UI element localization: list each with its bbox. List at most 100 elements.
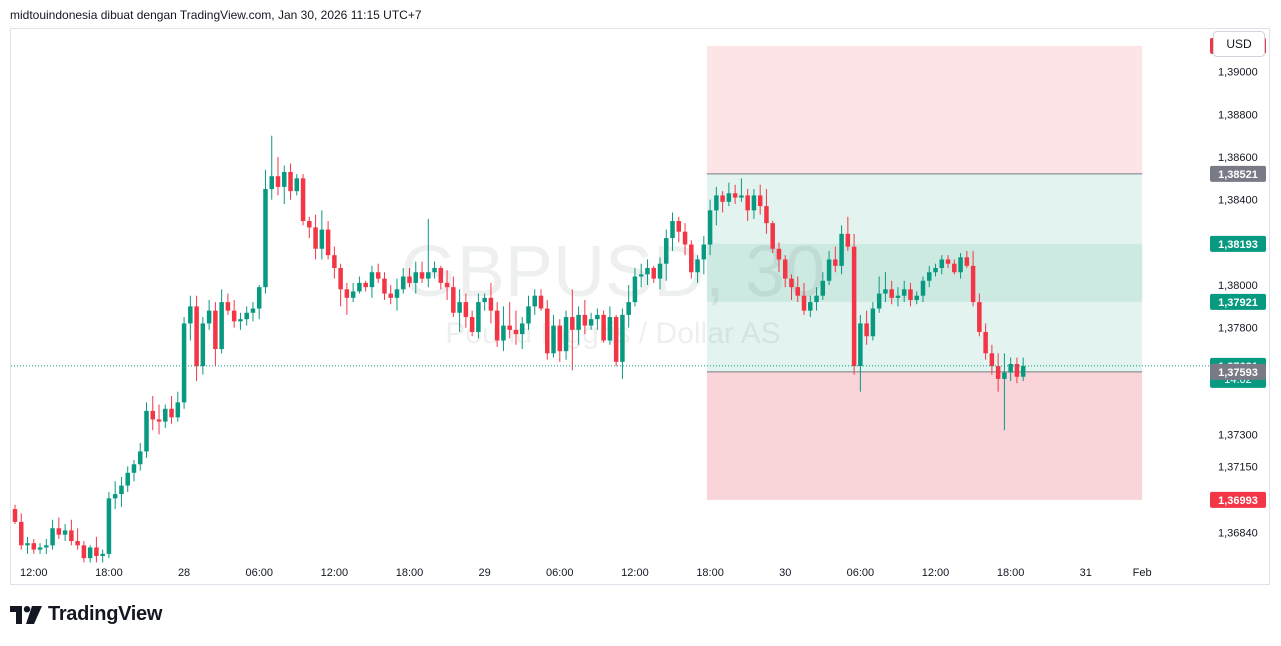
candle (645, 259, 650, 286)
candle (288, 163, 293, 200)
time-tick-label: 06:00 (245, 567, 273, 579)
candle (995, 353, 1001, 392)
candle (494, 302, 500, 347)
candle-body (294, 178, 300, 192)
tradingview-logo[interactable]: TradingView (10, 603, 162, 626)
candle-body (231, 310, 237, 322)
candle-body (701, 244, 707, 260)
candle (895, 287, 901, 307)
price-label-text: 1,36993 (1218, 495, 1258, 507)
price-label-box (1210, 363, 1266, 380)
candle-body (1020, 365, 1026, 377)
candle-body (325, 229, 331, 256)
candle (369, 265, 375, 298)
candle-body (613, 317, 619, 362)
candle-body (275, 176, 281, 187)
candle-body (626, 302, 631, 315)
candle (657, 257, 663, 290)
candle (707, 199, 713, 256)
candle-body (952, 263, 957, 273)
candle (945, 255, 951, 268)
candle (188, 295, 193, 341)
candle-body (19, 521, 24, 546)
price-label-text: 1,38521 (1218, 169, 1258, 181)
candle (275, 157, 281, 196)
candle-body (695, 259, 700, 273)
candle-body (219, 302, 224, 350)
candle-body (131, 464, 137, 473)
time-tick-label: 06:00 (847, 567, 875, 579)
candle-body (820, 280, 826, 296)
candle (388, 285, 393, 305)
price-tick-label: 1,38600 (1218, 152, 1258, 164)
candle (507, 302, 512, 339)
candle (231, 299, 237, 328)
candle-body (1002, 372, 1007, 379)
time-tick-label: Feb (1133, 567, 1152, 579)
candle (363, 280, 368, 292)
candle-body (970, 265, 976, 303)
candle (901, 280, 907, 303)
candle (250, 302, 256, 322)
candle (845, 216, 851, 251)
candle-body (238, 319, 243, 322)
candle-body (75, 541, 80, 546)
watermark-symbol: GBPUSD, 30 (401, 232, 825, 312)
candle-body (269, 176, 274, 190)
candle (601, 310, 606, 343)
price-label: 1,38521 (1210, 165, 1266, 182)
candle-body (332, 255, 337, 268)
candle (200, 317, 206, 375)
candle-body (739, 195, 744, 198)
candle-body (313, 227, 318, 249)
candle (225, 293, 231, 315)
candle (720, 191, 725, 213)
candle (156, 404, 162, 435)
candle (732, 184, 738, 204)
candle (695, 255, 700, 283)
candle (682, 223, 688, 256)
candle-body (607, 317, 613, 341)
candle (313, 214, 318, 260)
candle (519, 317, 525, 350)
candle (964, 250, 970, 268)
time-tick-label: 12:00 (621, 567, 649, 579)
time-tick-label: 18:00 (95, 567, 123, 579)
candle-body (31, 543, 37, 550)
candle-body (394, 289, 400, 298)
candle-body (870, 308, 876, 337)
price-tick-label: 1,37300 (1218, 429, 1258, 441)
time-tick-label: 18:00 (396, 567, 424, 579)
candle (626, 285, 631, 328)
candle (983, 323, 988, 360)
candle (952, 259, 957, 275)
candle-body (244, 312, 249, 320)
candle (457, 289, 462, 332)
candle-body (726, 193, 732, 202)
price-label: 1,37921 (1210, 293, 1266, 310)
candle (883, 272, 888, 303)
candle-body (163, 408, 168, 422)
candle-body (419, 272, 425, 279)
candle (163, 404, 168, 428)
candle (977, 293, 982, 337)
time-tick-label: 31 (1080, 567, 1092, 579)
candle (576, 306, 581, 345)
candle (545, 299, 550, 360)
currency-button[interactable]: USD (1213, 31, 1265, 57)
candle-body (363, 282, 368, 288)
candle (1008, 357, 1013, 382)
candle (532, 289, 538, 315)
candle-body (720, 195, 725, 202)
candle (269, 135, 274, 200)
candle (419, 261, 425, 283)
price-tick-label: 1,37800 (1218, 323, 1258, 335)
candle (256, 285, 262, 320)
candle-body (181, 323, 187, 403)
candle (538, 289, 544, 311)
candle-body (256, 287, 262, 309)
candle (451, 276, 456, 318)
candle-body (782, 259, 788, 279)
candle (119, 477, 124, 507)
